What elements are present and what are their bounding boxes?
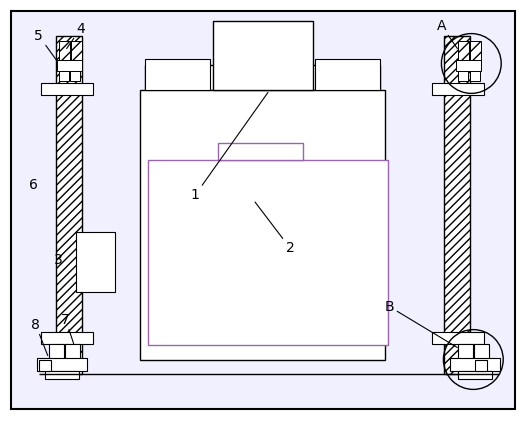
Bar [432,83,484,95]
Bar [458,343,473,368]
Bar [65,343,79,368]
Bar [69,71,79,82]
Bar [458,41,469,60]
Bar [145,58,210,91]
Bar [45,371,78,379]
Text: 7: 7 [61,313,74,343]
Text: 6: 6 [29,178,38,192]
Bar [41,83,93,95]
Bar [140,91,385,360]
Bar [37,357,87,371]
Text: B: B [385,299,458,348]
Bar [457,60,481,71]
Bar [59,41,69,60]
Text: 1: 1 [191,92,268,202]
Bar [218,143,303,160]
Text: 8: 8 [32,318,48,355]
Bar [145,66,380,91]
Bar [49,343,64,368]
Bar [57,60,82,71]
Text: 3: 3 [54,253,63,267]
Bar [458,371,492,379]
Bar [56,36,82,374]
Bar [70,41,82,60]
Bar [470,71,480,82]
Bar [148,160,388,345]
Bar [458,71,468,82]
Text: 4: 4 [67,22,85,49]
Bar [315,58,380,91]
Bar [470,41,481,60]
Bar [444,36,470,374]
Bar [476,360,487,371]
Bar [76,232,116,292]
Text: A: A [437,19,458,49]
Text: 2: 2 [255,202,294,255]
Bar [59,71,68,82]
Bar [41,332,93,343]
Bar [39,360,50,371]
Bar [213,21,313,91]
Bar [450,357,500,371]
Bar [432,332,484,343]
Text: 5: 5 [34,29,57,60]
Bar [474,343,489,368]
